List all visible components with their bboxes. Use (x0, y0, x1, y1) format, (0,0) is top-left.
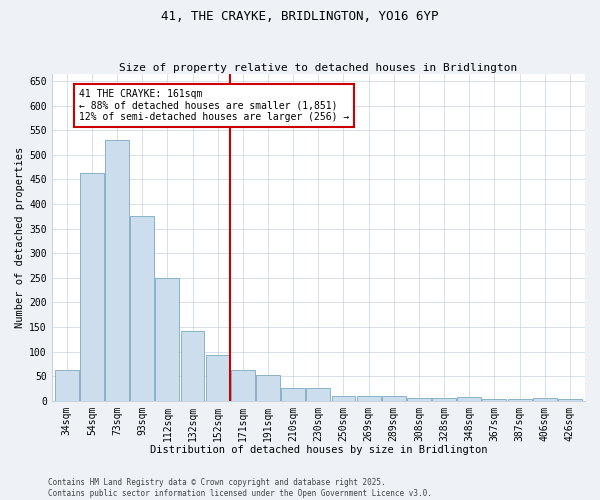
Bar (130, 216, 154, 400)
Text: Contains HM Land Registry data © Crown copyright and database right 2025.
Contai: Contains HM Land Registry data © Crown c… (48, 478, 432, 498)
Bar (533, 398, 557, 400)
Bar (281, 388, 305, 400)
Bar (231, 370, 255, 400)
Bar (558, 399, 582, 400)
Bar (256, 374, 280, 400)
Bar (80, 173, 104, 400)
Text: 41, THE CRAYKE, BRIDLINGTON, YO16 6YP: 41, THE CRAYKE, BRIDLINGTON, YO16 6YP (161, 10, 439, 23)
Title: Size of property relative to detached houses in Bridlington: Size of property relative to detached ho… (119, 63, 517, 73)
Bar (432, 398, 456, 400)
Bar (382, 396, 406, 400)
Bar (307, 388, 330, 400)
Bar (181, 332, 205, 400)
X-axis label: Distribution of detached houses by size in Bridlington: Distribution of detached houses by size … (149, 445, 487, 455)
Bar (332, 396, 355, 400)
Text: 41 THE CRAYKE: 161sqm
← 88% of detached houses are smaller (1,851)
12% of semi-d: 41 THE CRAYKE: 161sqm ← 88% of detached … (79, 88, 350, 122)
Bar (55, 370, 79, 400)
Bar (482, 399, 506, 400)
Bar (105, 140, 129, 400)
Y-axis label: Number of detached properties: Number of detached properties (15, 146, 25, 328)
Bar (457, 397, 481, 400)
Bar (356, 396, 380, 400)
Bar (206, 355, 230, 401)
Bar (155, 278, 179, 400)
Bar (407, 398, 431, 400)
Bar (508, 399, 532, 400)
